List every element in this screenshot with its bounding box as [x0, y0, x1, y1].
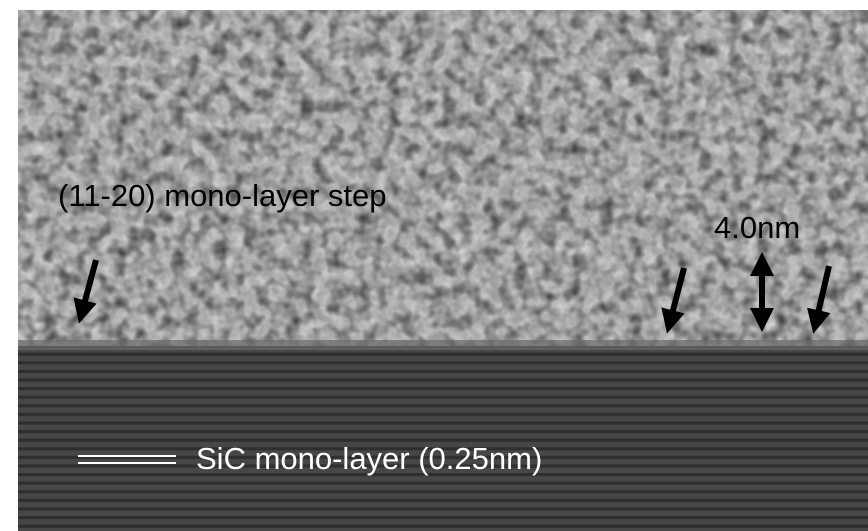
tem-image: (11-20) mono-layer step 4.0nm SiC mono-l…	[0, 0, 868, 531]
interface	[18, 340, 868, 350]
step-label: (11-20) mono-layer step	[58, 178, 387, 213]
layer-label: SiC mono-layer (0.25nm)	[196, 441, 542, 476]
crystal-lattice	[18, 346, 868, 531]
height-label: 4.0nm	[714, 210, 800, 245]
page: (11-20) mono-layer step 4.0nm SiC mono-l…	[0, 0, 868, 531]
